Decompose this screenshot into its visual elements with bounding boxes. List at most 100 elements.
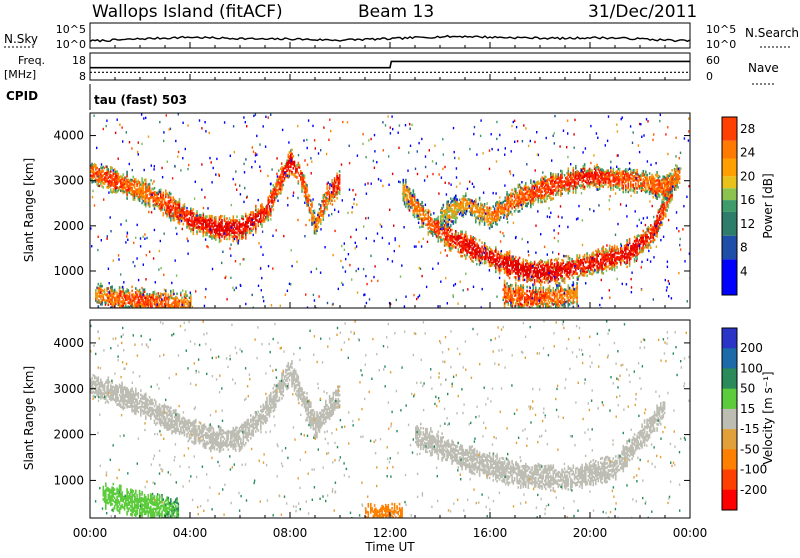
echo-cell (405, 179, 407, 182)
echo-cell (154, 187, 156, 190)
power-heatmap (90, 113, 691, 319)
echo-cell (329, 191, 331, 194)
echo-cell (586, 275, 588, 278)
echo-cell (311, 201, 313, 204)
echo-cell (255, 223, 257, 226)
nave-tick-bottom: 0 (706, 70, 713, 83)
nsearch-tick-top: 10^5 (706, 23, 736, 36)
echo-cell (451, 233, 453, 236)
echo-cell (564, 298, 566, 301)
echo-cell (646, 174, 648, 177)
echo-cell (293, 155, 295, 158)
echo-cell (511, 189, 513, 192)
echo-cell (479, 239, 481, 242)
echo-cell (584, 186, 586, 189)
echo-cell (541, 260, 543, 263)
echo-cell (628, 246, 630, 249)
echo-cell (600, 181, 602, 184)
echo-cell (515, 276, 517, 279)
echo-cell (529, 310, 531, 313)
echo-cell (474, 241, 476, 244)
echo-cell (431, 218, 433, 221)
echo-cell (509, 250, 511, 253)
echo-cell (616, 246, 618, 249)
echo-cell (573, 167, 575, 170)
nave-label: Nave (748, 61, 779, 75)
echo-cell (558, 258, 560, 261)
echo-cell (605, 262, 607, 265)
echo-cell (654, 177, 656, 180)
echo-cell (108, 168, 110, 171)
echo-cell (575, 165, 577, 168)
echo-cell (131, 187, 133, 190)
beam-title: Beam 13 (358, 2, 434, 22)
echo-cell (114, 168, 116, 171)
echo-cell (520, 272, 522, 275)
echo-cell (456, 198, 458, 201)
echo-cell (149, 183, 151, 186)
echo-cell (415, 199, 417, 202)
echo-cell (248, 225, 250, 228)
echo-cell (533, 309, 535, 312)
echo-cell (526, 290, 528, 293)
echo-cell (625, 168, 627, 171)
echo-cell (226, 217, 228, 220)
echo-cell (409, 188, 411, 191)
echo-cell (553, 287, 555, 290)
echo-cell (245, 213, 247, 216)
nsky-tick-top: 10^5 (56, 23, 86, 36)
echo-cell (650, 246, 652, 249)
echo-cell (320, 204, 322, 207)
echo-cell (339, 174, 341, 177)
echo-cell (221, 219, 223, 222)
echo-cell (461, 231, 463, 234)
echo-cell (656, 215, 658, 218)
echo-cell (629, 238, 631, 241)
echo-cell (513, 288, 515, 291)
echo-cell (504, 280, 506, 283)
echo-cell (664, 202, 666, 205)
echo-cell (414, 193, 416, 196)
echo-cell (211, 215, 213, 218)
echo-cell (465, 231, 467, 234)
echo-cell (540, 286, 542, 289)
echo-cell (495, 246, 497, 249)
echo-cell (494, 254, 496, 257)
echo-cell (190, 208, 192, 211)
echo-cell (520, 309, 522, 312)
echo-cell (616, 266, 618, 269)
echo-cell (298, 162, 300, 165)
echo-cell (576, 272, 578, 275)
echo-cell (170, 193, 172, 196)
echo-cell (579, 254, 581, 257)
echo-cell (183, 223, 185, 226)
echo-cell (584, 163, 586, 166)
echo-cell (486, 246, 488, 249)
echo-cell (339, 170, 341, 173)
echo-cell (510, 211, 512, 214)
echo-cell (103, 170, 105, 173)
echo-cell (336, 173, 338, 176)
echo-cell (558, 173, 560, 176)
echo-cell (569, 257, 571, 260)
echo-cell (420, 213, 422, 216)
echo-cell (676, 165, 678, 168)
echo-cell (500, 216, 502, 219)
echo-cell (465, 192, 467, 195)
echo-cell (496, 223, 498, 226)
echo-cell (534, 261, 536, 264)
echo-cell (535, 198, 537, 201)
echo-cell (554, 263, 556, 266)
cpid-value: tau (fast) 503 (94, 93, 187, 107)
echo-cell (618, 248, 620, 251)
echo-cell (301, 172, 303, 175)
echo-cell (294, 161, 296, 164)
echo-cell (455, 246, 457, 249)
echo-cell (616, 262, 618, 265)
echo-cell (270, 208, 272, 211)
echo-cell (559, 282, 561, 285)
echo-cell (561, 193, 563, 196)
echo-cell (110, 188, 112, 191)
echo-cell (548, 182, 550, 185)
echo-cell (221, 235, 223, 238)
